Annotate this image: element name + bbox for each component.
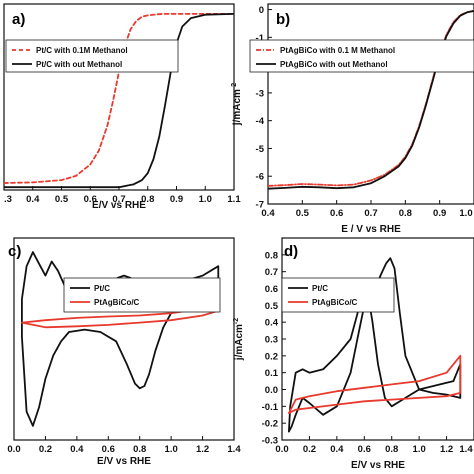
x-tick-label: 0.9 <box>170 194 183 205</box>
legend-box <box>281 277 395 313</box>
series-line-1 <box>288 257 462 433</box>
x-tick-label: 0.5 <box>296 208 310 219</box>
legend-entry: PtAgBiCo/C <box>312 298 358 307</box>
x-tick-label: 0.6 <box>330 208 343 219</box>
y-tick-label: -6 <box>256 172 264 183</box>
plot-frame <box>3 3 235 191</box>
y-tick-label: -5 <box>256 144 265 155</box>
y-tick-label: -1 <box>256 33 265 44</box>
plot-frame <box>281 237 474 441</box>
x-tick-label: 0.0 <box>7 444 20 455</box>
y-tick-label: -7 <box>256 200 264 211</box>
legend-entry: PtAgBiCo/C <box>94 298 140 307</box>
y-tick-label: 0.4 <box>265 318 279 329</box>
panel-c: 0.0 0.2 0.4 0.6 0.8 1.0 1.2 1.4 E/V vs RHE c) Pt/C… <box>7 237 241 467</box>
x-tick-label: 1.2 <box>196 444 209 455</box>
y-tick-label: -0.3 <box>262 436 278 447</box>
y-tick-label: -3 <box>256 88 264 99</box>
legend: PtAgBiCo with 0.1 M Methanol PtAgBiCo wit… <box>249 39 474 73</box>
legend: Pt/C PtAgBiCo/C <box>63 277 221 313</box>
y-tick-label: -0.2 <box>262 419 278 430</box>
x-tick-label: 0.7 <box>364 208 377 219</box>
legend-entry: Pt/C <box>312 284 328 293</box>
y-tick-label: 0.1 <box>265 368 279 379</box>
x-tick-label: 0.6 <box>102 444 115 455</box>
x-tick-label: 0.2 <box>39 444 52 455</box>
x-tick-label: 1.4 <box>227 444 241 455</box>
panel-label: d) <box>284 243 298 260</box>
series-line-1 <box>4 13 234 184</box>
legend-box <box>249 39 474 73</box>
series-line-1 <box>268 10 474 187</box>
x-tick-label: 0.6 <box>358 444 371 455</box>
legend-entry: PtAgBiCo with out Methanol <box>280 60 388 69</box>
plot-frame <box>13 237 235 441</box>
panel-a: .3 0.4 0.5 0.6 0.7 0.8 0.9 1.0 1.1 E/V vs RHE a) Pt… <box>3 3 241 211</box>
x-tick-label: 0.4 <box>70 444 84 455</box>
series-group <box>288 257 462 433</box>
panel-d: 0.0 0.2 0.4 0.6 0.8 1.0 1.2 1.4 0.8 0.7 0.6 0.5 0.4 0… <box>233 237 474 471</box>
x-tick-label: 1.0 <box>459 208 472 219</box>
x-tick-label: 1.0 <box>199 194 212 205</box>
x-axis-label: E/V vs RHE <box>351 460 405 471</box>
panel-b: 0.40.50.60.70.80.91.00-1-2-3-4-5-6-7E / … <box>231 3 474 235</box>
x-tick-label: 0.7 <box>112 194 125 205</box>
x-axis-label: E / V vs RHE <box>341 224 401 235</box>
x-tick-label: 1.2 <box>440 444 453 455</box>
plot-frame <box>267 3 474 205</box>
series-group <box>4 13 234 189</box>
legend-box <box>5 39 179 73</box>
series-line-2 <box>268 10 474 190</box>
y-tick-label: 0 <box>259 5 264 16</box>
legend: Pt/C PtAgBiCo/C <box>281 277 395 313</box>
legend-entry: Pt/C with 0.1M Methanol <box>36 46 128 55</box>
y-tick-label: 0.0 <box>265 385 278 396</box>
panel-label: c) <box>8 243 21 260</box>
x-tick-label: 0.8 <box>385 444 398 455</box>
x-tick-label: 0.6 <box>84 194 97 205</box>
series-group <box>268 10 474 190</box>
x-tick-label: .3 <box>4 194 12 205</box>
y-tick-label: 0.3 <box>265 335 278 346</box>
y-tick-label: 0.8 <box>265 250 278 261</box>
x-tick-label: 0.4 <box>26 194 40 205</box>
x-tick-label: 1.4 <box>459 444 473 455</box>
y-tick-label: 0.5 <box>265 301 279 312</box>
series-line-2 <box>288 354 462 414</box>
x-tick-label: 0.8 <box>133 444 146 455</box>
x-tick-label: 0.5 <box>55 194 69 205</box>
panel-label: a) <box>12 11 25 28</box>
y-tick-label: -4 <box>256 116 265 127</box>
x-axis-label: E/V vs RHE <box>97 456 151 467</box>
panel-label: b) <box>276 11 290 28</box>
legend-box <box>63 277 221 313</box>
legend-entry: PtAgBiCo with 0.1 M Methanol <box>280 46 395 55</box>
x-tick-label: 0.0 <box>275 444 288 455</box>
x-tick-label: 0.4 <box>330 444 344 455</box>
x-tick-label: 1.1 <box>227 194 241 205</box>
x-tick-label: 0.2 <box>303 444 316 455</box>
x-tick-label: 0.4 <box>261 208 275 219</box>
legend: Pt/C with 0.1M Methanol Pt/C with out Met… <box>5 39 179 73</box>
y-tick-label: 0.6 <box>265 284 278 295</box>
y-axis-label: j/mAcm-2 <box>233 318 245 361</box>
x-tick-label: 0.8 <box>141 194 154 205</box>
legend-entry: Pt/C with out Methanol <box>36 60 122 69</box>
x-tick-label: 1.0 <box>413 444 426 455</box>
y-tick-label: -0.1 <box>262 402 279 413</box>
y-tick-label: 0.7 <box>265 267 278 278</box>
y-axis-label: j/mAcm-2 <box>231 83 243 126</box>
x-tick-label: 0.9 <box>433 208 446 219</box>
x-axis-label: E/V vs RHE <box>92 200 146 211</box>
series-line-2 <box>4 13 234 189</box>
legend-entry: Pt/C <box>94 284 110 293</box>
y-tick-label: 0.2 <box>265 351 278 362</box>
x-tick-label: 1.0 <box>165 444 178 455</box>
x-tick-label: 0.8 <box>399 208 412 219</box>
